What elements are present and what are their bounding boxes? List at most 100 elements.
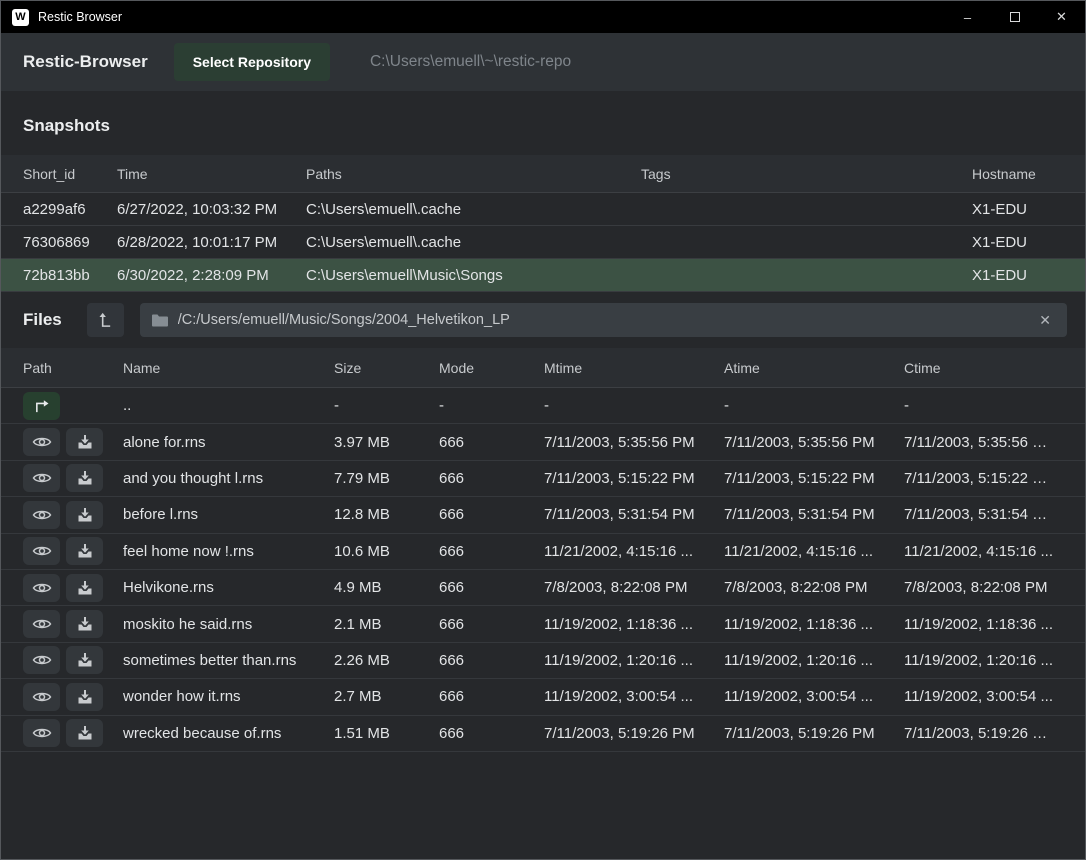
- file-atime: 11/19/2002, 1:20:16 ...: [724, 651, 874, 669]
- file-row: sometimes better than.rns 2.26 MB 666 11…: [1, 643, 1085, 680]
- download-icon: [78, 726, 91, 740]
- col-hostname: Hostname: [972, 165, 1036, 182]
- preview-file-button[interactable]: [23, 537, 60, 566]
- file-ctime: -: [904, 397, 909, 415]
- preview-file-button[interactable]: [23, 610, 60, 639]
- parent-directory-row: .. - - - - -: [1, 388, 1085, 425]
- file-mtime: 11/19/2002, 1:18:36 ...: [544, 615, 694, 633]
- preview-file-button[interactable]: [23, 500, 60, 529]
- download-file-button[interactable]: [66, 646, 103, 675]
- preview-file-button[interactable]: [23, 428, 60, 457]
- file-ctime: 7/11/2003, 5:19:26 PM: [904, 724, 1055, 742]
- download-icon: [78, 435, 91, 449]
- snapshot-row[interactable]: a2299af6 6/27/2022, 10:03:32 PM C:\Users…: [1, 193, 1085, 226]
- file-atime: 11/19/2002, 1:18:36 ...: [724, 615, 874, 633]
- preview-file-button[interactable]: [23, 719, 60, 748]
- snapshot-hostname: X1-EDU: [972, 233, 1028, 251]
- file-mtime: 7/11/2003, 5:15:22 PM: [544, 469, 695, 487]
- app-logo-icon: W: [12, 8, 29, 26]
- file-row: Helvikone.rns 4.9 MB 666 7/8/2003, 8:22:…: [1, 570, 1085, 607]
- file-ctime: 11/19/2002, 3:00:54 ...: [904, 688, 1054, 706]
- eye-icon: [32, 656, 51, 665]
- file-row: wonder how it.rns 2.7 MB 666 11/19/2002,…: [1, 679, 1085, 716]
- snapshot-time: 6/27/2022, 10:03:32 PM: [117, 200, 278, 218]
- file-mode: 666: [439, 506, 465, 524]
- file-row: and you thought l.rns 7.79 MB 666 7/11/2…: [1, 461, 1085, 498]
- file-mode: 666: [439, 724, 465, 742]
- col-mtime: Mtime: [544, 359, 583, 376]
- file-ctime: 7/11/2003, 5:35:56 PM: [904, 433, 1055, 451]
- snapshot-short-id: a2299af6: [23, 200, 86, 218]
- file-size: 2.7 MB: [334, 688, 382, 706]
- download-file-button[interactable]: [66, 719, 103, 748]
- snapshot-paths: C:\Users\emuell\Music\Songs: [306, 266, 503, 284]
- download-icon: [78, 544, 91, 558]
- window-controls: – ✕: [944, 1, 1085, 33]
- download-file-button[interactable]: [66, 610, 103, 639]
- download-icon: [78, 580, 91, 595]
- file-ctime: 7/11/2003, 5:15:22 PM: [904, 469, 1055, 487]
- empty-area: [1, 752, 1085, 859]
- eye-icon: [32, 437, 51, 447]
- open-parent-button[interactable]: [23, 391, 60, 420]
- file-mode: 666: [439, 615, 465, 633]
- eye-icon: [32, 619, 51, 629]
- app-name: Restic-Browser: [23, 52, 148, 71]
- col-short-id: Short_id: [23, 165, 76, 182]
- preview-file-button[interactable]: [23, 646, 60, 675]
- arrow-up-then-right-icon: [99, 312, 110, 327]
- snapshot-row[interactable]: 72b813bb 6/30/2022, 2:28:09 PM C:\Users\…: [1, 259, 1085, 292]
- maximize-button[interactable]: [991, 1, 1038, 33]
- file-size: 12.8 MB: [334, 506, 390, 524]
- download-file-button[interactable]: [66, 682, 103, 711]
- preview-file-button[interactable]: [23, 464, 60, 493]
- file-mtime: 7/11/2003, 5:19:26 PM: [544, 724, 695, 742]
- file-mode: 666: [439, 433, 465, 451]
- file-name: alone for.rns: [123, 433, 206, 451]
- snapshot-row[interactable]: 76306869 6/28/2022, 10:01:17 PM C:\Users…: [1, 226, 1085, 259]
- file-ctime: 7/8/2003, 8:22:08 PM: [904, 579, 1048, 597]
- maximize-icon: [1009, 12, 1020, 22]
- file-name: wonder how it.rns: [123, 688, 241, 706]
- file-name: and you thought l.rns: [123, 469, 264, 487]
- download-file-button[interactable]: [66, 537, 103, 566]
- go-up-button[interactable]: [86, 303, 124, 337]
- select-repository-button[interactable]: Select Repository: [173, 43, 330, 81]
- snapshot-paths: C:\Users\emuell\.cache: [306, 233, 462, 251]
- current-path-field[interactable]: /C:/Users/emuell/Music/Songs/2004_Helvet…: [139, 303, 1067, 337]
- minimize-button[interactable]: –: [944, 1, 991, 33]
- download-file-button[interactable]: [66, 464, 103, 493]
- preview-file-button[interactable]: [23, 682, 60, 711]
- eye-icon: [32, 474, 51, 483]
- download-icon: [78, 617, 91, 631]
- file-size: 7.79 MB: [334, 469, 390, 487]
- eye-icon: [32, 583, 51, 592]
- download-file-button[interactable]: [66, 428, 103, 457]
- download-file-button[interactable]: [66, 573, 103, 602]
- file-ctime: 11/21/2002, 4:15:16 ...: [904, 542, 1054, 560]
- eye-icon: [32, 547, 51, 556]
- file-name: wrecked because of.rns: [123, 724, 282, 742]
- file-atime: -: [724, 397, 729, 415]
- file-row: feel home now !.rns 10.6 MB 666 11/21/20…: [1, 534, 1085, 570]
- close-button[interactable]: ✕: [1038, 1, 1085, 33]
- clear-path-button[interactable]: ✕: [1035, 310, 1055, 331]
- file-row: alone for.rns 3.97 MB 666 7/11/2003, 5:3…: [1, 424, 1085, 461]
- current-path-value: /C:/Users/emuell/Music/Songs/2004_Helvet…: [177, 312, 510, 328]
- snapshot-short-id: 72b813bb: [23, 266, 90, 284]
- file-size: 1.51 MB: [334, 724, 390, 742]
- file-mode: -: [439, 397, 444, 415]
- files-title: Files: [23, 310, 62, 329]
- file-atime: 7/11/2003, 5:19:26 PM: [724, 724, 875, 742]
- download-file-button[interactable]: [66, 500, 103, 529]
- snapshots-section-header: Snapshots: [1, 91, 1085, 155]
- snapshots-table-header: Short_id Time Paths Tags Hostname: [1, 155, 1085, 193]
- folder-icon: [151, 314, 168, 326]
- download-icon: [78, 653, 91, 667]
- eye-icon: [32, 729, 51, 738]
- file-size: 2.1 MB: [334, 615, 382, 633]
- file-name: ..: [123, 397, 132, 415]
- file-mode: 666: [439, 688, 465, 706]
- preview-file-button[interactable]: [23, 573, 60, 602]
